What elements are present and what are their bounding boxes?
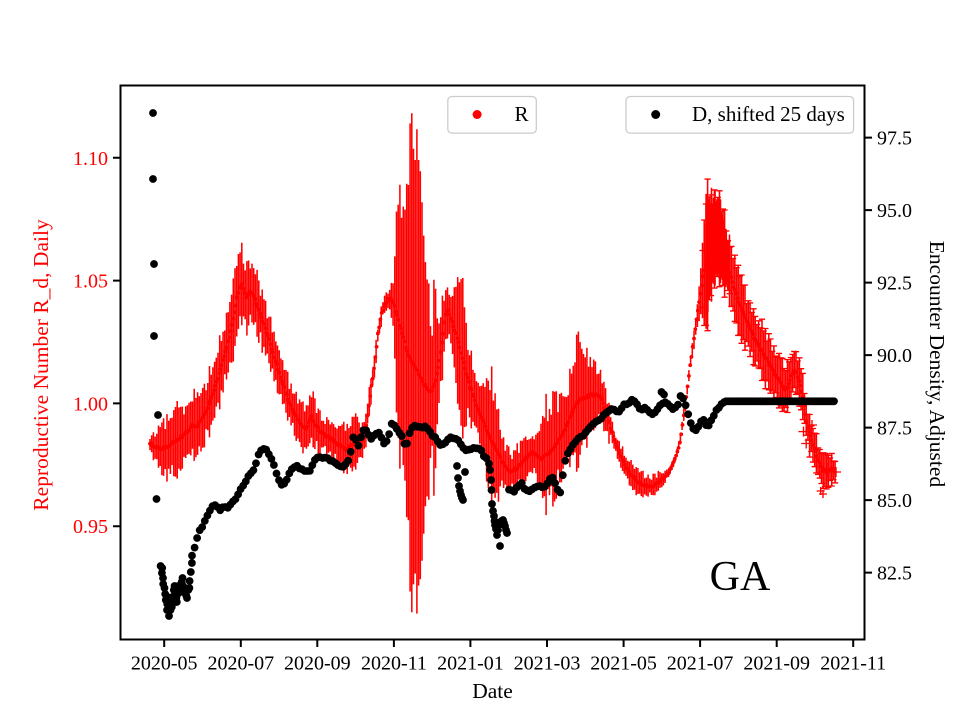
svg-text:1.00: 1.00 [73,393,108,415]
svg-text:2021-07: 2021-07 [667,653,734,675]
svg-text:Encounter Density, Adjusted: Encounter Density, Adjusted [925,241,949,488]
svg-text:85.0: 85.0 [877,490,912,512]
svg-text:2021-05: 2021-05 [590,653,657,675]
svg-text:1.10: 1.10 [73,148,108,170]
svg-text:2020-09: 2020-09 [284,653,351,675]
svg-text:92.5: 92.5 [877,273,912,295]
svg-text:2021-01: 2021-01 [437,653,504,675]
svg-text:GA: GA [710,554,771,600]
svg-text:90.0: 90.0 [877,345,912,367]
svg-text:97.5: 97.5 [877,128,912,150]
svg-text:D, shifted 25 days: D, shifted 25 days [692,102,845,126]
svg-text:Date: Date [472,679,513,703]
svg-text:82.5: 82.5 [877,563,912,585]
svg-text:R: R [514,102,528,126]
svg-text:Reproductive Number R_d, Daily: Reproductive Number R_d, Daily [29,219,53,511]
svg-text:95.0: 95.0 [877,200,912,222]
svg-text:0.95: 0.95 [73,516,108,538]
svg-text:2020-05: 2020-05 [131,653,198,675]
svg-text:87.5: 87.5 [877,418,912,440]
svg-text:2021-09: 2021-09 [743,653,810,675]
svg-text:2021-11: 2021-11 [820,653,886,675]
svg-text:2021-03: 2021-03 [514,653,581,675]
svg-text:2020-11: 2020-11 [361,653,427,675]
svg-text:1.05: 1.05 [73,271,108,293]
svg-text:2020-07: 2020-07 [207,653,274,675]
